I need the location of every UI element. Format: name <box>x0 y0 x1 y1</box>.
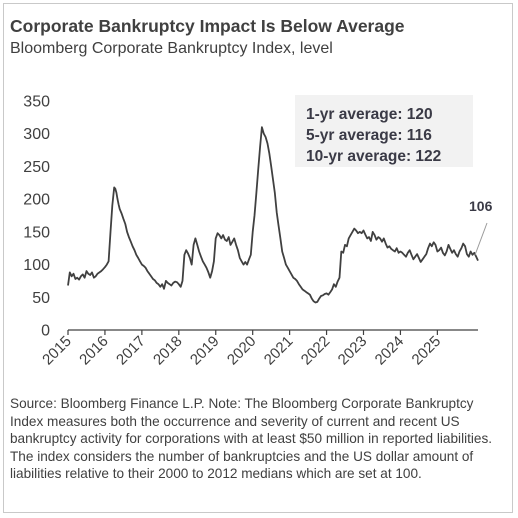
chart-title: Corporate Bankruptcy Impact Is Below Ave… <box>10 16 405 36</box>
y-tick-label-100: 100 <box>23 257 50 274</box>
chart-plot: 0 50 100 150 200 250 300 350 2015 2016 2017 2018 20… <box>23 94 493 369</box>
x-tick-label-2016: 2016 <box>76 333 112 369</box>
annotation-10yr-average: 10-yr average: 122 <box>306 148 441 165</box>
last-value-leader-line <box>474 222 488 256</box>
x-tick-label-2019: 2019 <box>187 333 223 369</box>
x-tick-label-2018: 2018 <box>150 333 186 369</box>
x-tick-label-2024: 2024 <box>372 333 408 369</box>
annotation-1yr-average: 1-yr average: 120 <box>306 106 433 123</box>
y-tick-label-50: 50 <box>32 290 50 307</box>
x-tick-label-2021: 2021 <box>261 333 297 369</box>
source-note: Source: Bloomberg Finance L.P. Note: The… <box>10 396 493 481</box>
last-value-callout: 106 <box>469 198 493 256</box>
x-tick-label-2023: 2023 <box>335 333 371 369</box>
annotation-5yr-average: 5-yr average: 116 <box>306 127 432 144</box>
x-tick-label-2020: 2020 <box>224 333 260 369</box>
last-value-label: 106 <box>469 198 493 214</box>
y-tick-label-250: 250 <box>23 159 50 176</box>
chart-frame <box>3 3 513 513</box>
x-axis: 2015 2016 2017 2018 2019 2020 2021 2022 2023 2024… <box>39 329 478 369</box>
y-tick-label-0: 0 <box>41 323 50 340</box>
y-tick-label-300: 300 <box>23 126 50 143</box>
series-line-0 <box>67 126 479 304</box>
chart-subtitle: Bloomberg Corporate Bankruptcy Index, le… <box>10 40 333 57</box>
y-axis: 0 50 100 150 200 250 300 350 <box>23 94 50 340</box>
y-tick-label-200: 200 <box>23 192 50 209</box>
series-layer <box>67 126 479 304</box>
y-tick-label-350: 350 <box>23 94 50 111</box>
y-tick-label-150: 150 <box>23 224 50 241</box>
x-tick-label-2017: 2017 <box>113 333 149 369</box>
x-tick-label-2022: 2022 <box>298 333 334 369</box>
annotation-background <box>295 95 473 167</box>
x-tick-label-2025: 2025 <box>409 333 445 369</box>
averages-annotation-box: 1-yr average: 120 5-yr average: 116 10-y… <box>295 95 473 167</box>
